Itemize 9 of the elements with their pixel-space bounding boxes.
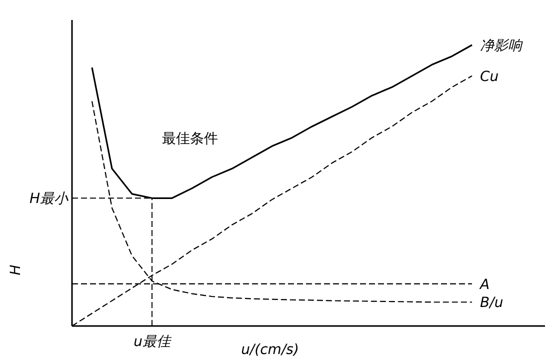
annotation: u最佳 [134,334,170,350]
ref-line-label: H最小 [29,191,69,208]
series-label: A [479,276,490,293]
annotation: 最佳条件 [162,131,218,148]
xlabel: u/(cm/s) [241,342,299,358]
ylabel: H [8,264,24,276]
series-label: Cu [480,68,499,85]
series-label: B/u [480,295,504,312]
series-label: 净影响 [480,38,523,54]
